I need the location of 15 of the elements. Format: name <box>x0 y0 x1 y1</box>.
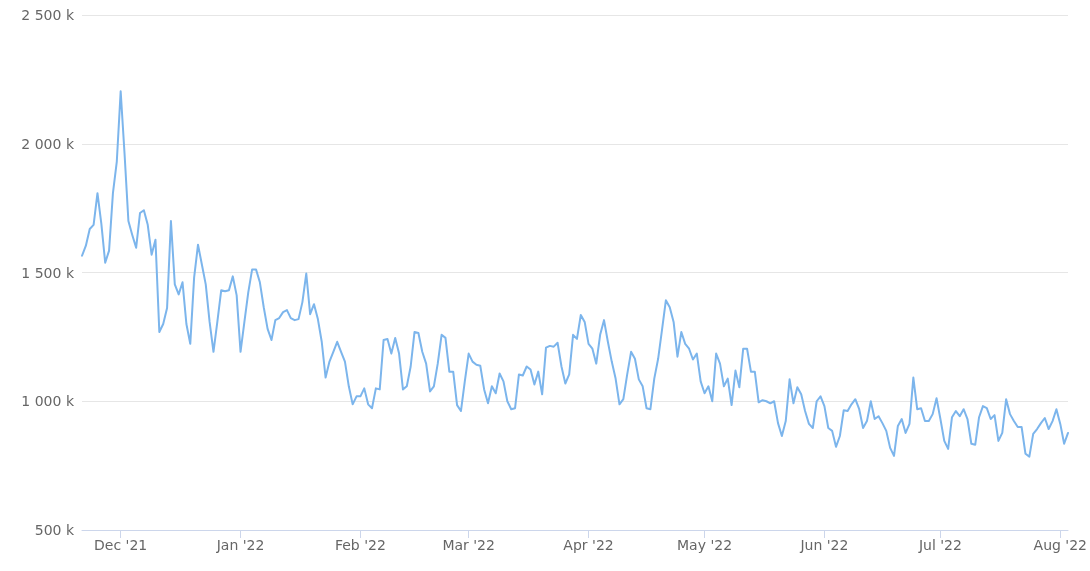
line-series <box>81 90 1070 458</box>
y-tick-label: 500 k <box>34 522 75 538</box>
y-tick-label: 2 000 k <box>21 135 75 152</box>
y-tick-label: 1 000 k <box>21 393 75 410</box>
y-tick-label: 2 500 k <box>21 7 75 23</box>
x-tick-label: Jul '22 <box>917 537 962 553</box>
x-tick-label: Aug '22 <box>1033 537 1087 553</box>
x-tick-label: Dec '21 <box>94 537 148 553</box>
x-tick-label: Jun '22 <box>799 537 849 553</box>
x-tick-label: Apr '22 <box>563 537 614 553</box>
x-tick-label: Mar '22 <box>442 537 495 553</box>
y-tick-label: 1 500 k <box>21 264 75 281</box>
x-tick-label: Jan '22 <box>215 537 265 553</box>
x-tick-label: Feb '22 <box>334 537 386 553</box>
x-tick-label: May '22 <box>677 537 733 553</box>
